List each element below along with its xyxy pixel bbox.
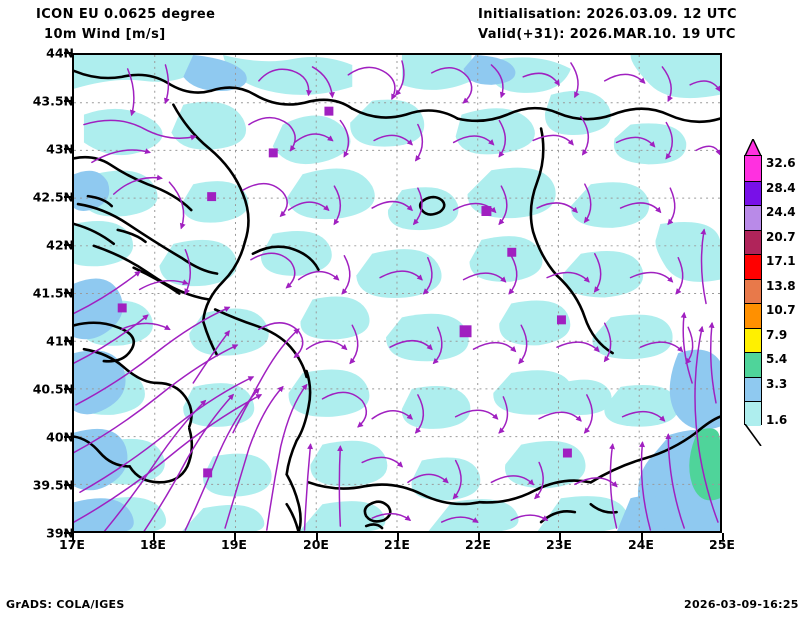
ytick-mark-43N xyxy=(64,148,72,150)
xtick-mark-18E xyxy=(153,533,155,541)
vortex-markers xyxy=(117,106,572,478)
initialisation-label: Initialisation: 2026.03.09. 12 UTC xyxy=(478,7,737,22)
map-plot-area[interactable] xyxy=(72,53,722,533)
ytick-label-40N: 40N xyxy=(46,429,74,445)
colorbar-divider-7 xyxy=(745,229,761,231)
colorbar-segment-5 xyxy=(745,278,761,304)
field-title: 10m Wind [m/s] xyxy=(44,27,166,42)
ytick-mark-40.5N xyxy=(64,388,72,390)
colorbar-divider-2 xyxy=(745,352,761,354)
band-1p6-3p3 xyxy=(74,55,720,531)
xtick-mark-20E xyxy=(316,533,318,541)
colorbar-segment-9 xyxy=(745,180,761,206)
colorbar-label-1.6: 1.6 xyxy=(766,413,788,427)
xtick-label-25E: 25E xyxy=(709,537,735,552)
xtick-label-23E: 23E xyxy=(546,537,572,552)
xtick-label-20E: 20E xyxy=(303,537,329,552)
colorbar-label-20.7: 20.7 xyxy=(766,230,796,244)
xtick-mark-21E xyxy=(397,533,399,541)
xtick-label-17E: 17E xyxy=(59,537,85,552)
ytick-label-40.5N: 40.5N xyxy=(32,381,74,397)
colorbar-bottom-tail xyxy=(744,424,762,446)
colorbar-segment-2 xyxy=(745,352,761,377)
colorbar-label-10.7: 10.7 xyxy=(766,303,796,317)
render-timestamp: 2026-03-09-16:25 xyxy=(684,598,799,611)
streamline-layer xyxy=(74,60,720,531)
xtick-mark-17E xyxy=(72,533,74,541)
colorbar-divider-4 xyxy=(745,303,761,305)
xtick-mark-22E xyxy=(478,533,480,541)
colorbar-label-3.3: 3.3 xyxy=(766,377,788,391)
ytick-label-39N: 39N xyxy=(46,525,74,541)
ytick-mark-43.5N xyxy=(64,100,72,102)
ytick-label-41N: 41N xyxy=(46,333,74,349)
colorbar-segment-1 xyxy=(745,376,761,402)
grads-credit: GrADS: COLA/IGES xyxy=(6,598,125,611)
colorbar[interactable] xyxy=(744,155,762,426)
map-canvas xyxy=(74,55,720,531)
ytick-label-43.5N: 43.5N xyxy=(32,93,74,109)
xtick-label-22E: 22E xyxy=(465,537,491,552)
colorbar-label-13.8: 13.8 xyxy=(766,279,796,293)
xtick-label-24E: 24E xyxy=(628,537,654,552)
ytick-mark-39N xyxy=(64,532,72,534)
ytick-mark-40N xyxy=(64,436,72,438)
colorbar-segment-8 xyxy=(745,205,761,230)
colorbar-divider-3 xyxy=(745,327,761,329)
xtick-mark-23E xyxy=(559,533,561,541)
ytick-label-44N: 44N xyxy=(46,45,74,61)
colorbar-label-17.1: 17.1 xyxy=(766,254,796,268)
ytick-mark-42.5N xyxy=(64,196,72,198)
colorbar-label-28.4: 28.4 xyxy=(766,181,796,195)
model-title: ICON EU 0.0625 degree xyxy=(36,7,216,22)
xtick-label-18E: 18E xyxy=(140,537,166,552)
xtick-mark-19E xyxy=(234,533,236,541)
xtick-label-21E: 21E xyxy=(384,537,410,552)
colorbar-segment-6 xyxy=(745,254,761,279)
colorbar-segment-10 xyxy=(745,156,761,181)
colorbar-segment-3 xyxy=(745,327,761,353)
colorbar-divider-1 xyxy=(745,376,761,378)
colorbar-label-32.6: 32.6 xyxy=(766,156,796,170)
ytick-mark-44N xyxy=(64,52,72,54)
shading-layer xyxy=(74,55,720,531)
colorbar-divider-0 xyxy=(745,401,761,403)
xtick-mark-25E xyxy=(722,533,724,541)
colorbar-segment-0 xyxy=(745,401,761,426)
ytick-label-41.5N: 41.5N xyxy=(32,285,74,301)
xtick-label-19E: 19E xyxy=(221,537,247,552)
colorbar-divider-8 xyxy=(745,205,761,207)
colorbar-segment-4 xyxy=(745,303,761,328)
ytick-label-43N: 43N xyxy=(46,141,74,157)
colorbar-label-24.4: 24.4 xyxy=(766,205,796,219)
ytick-label-39.5N: 39.5N xyxy=(32,477,74,493)
ytick-label-42.5N: 42.5N xyxy=(32,189,74,205)
colorbar-divider-9 xyxy=(745,180,761,182)
ytick-mark-39.5N xyxy=(64,484,72,486)
ytick-mark-41.5N xyxy=(64,292,72,294)
valid-time-label: Valid(+31): 2026.MAR.10. 19 UTC xyxy=(478,27,736,42)
colorbar-divider-6 xyxy=(745,254,761,256)
colorbar-segment-7 xyxy=(745,229,761,255)
colorbar-top-arrow xyxy=(744,139,762,156)
ytick-mark-41N xyxy=(64,340,72,342)
colorbar-label-7.9: 7.9 xyxy=(766,328,788,342)
band-5p4-7p9 xyxy=(689,428,720,501)
ytick-label-42N: 42N xyxy=(46,237,74,253)
ytick-mark-42N xyxy=(64,244,72,246)
colorbar-label-5.4: 5.4 xyxy=(766,352,788,366)
colorbar-divider-5 xyxy=(745,278,761,280)
xtick-mark-24E xyxy=(641,533,643,541)
gridlines-layer xyxy=(74,55,720,531)
